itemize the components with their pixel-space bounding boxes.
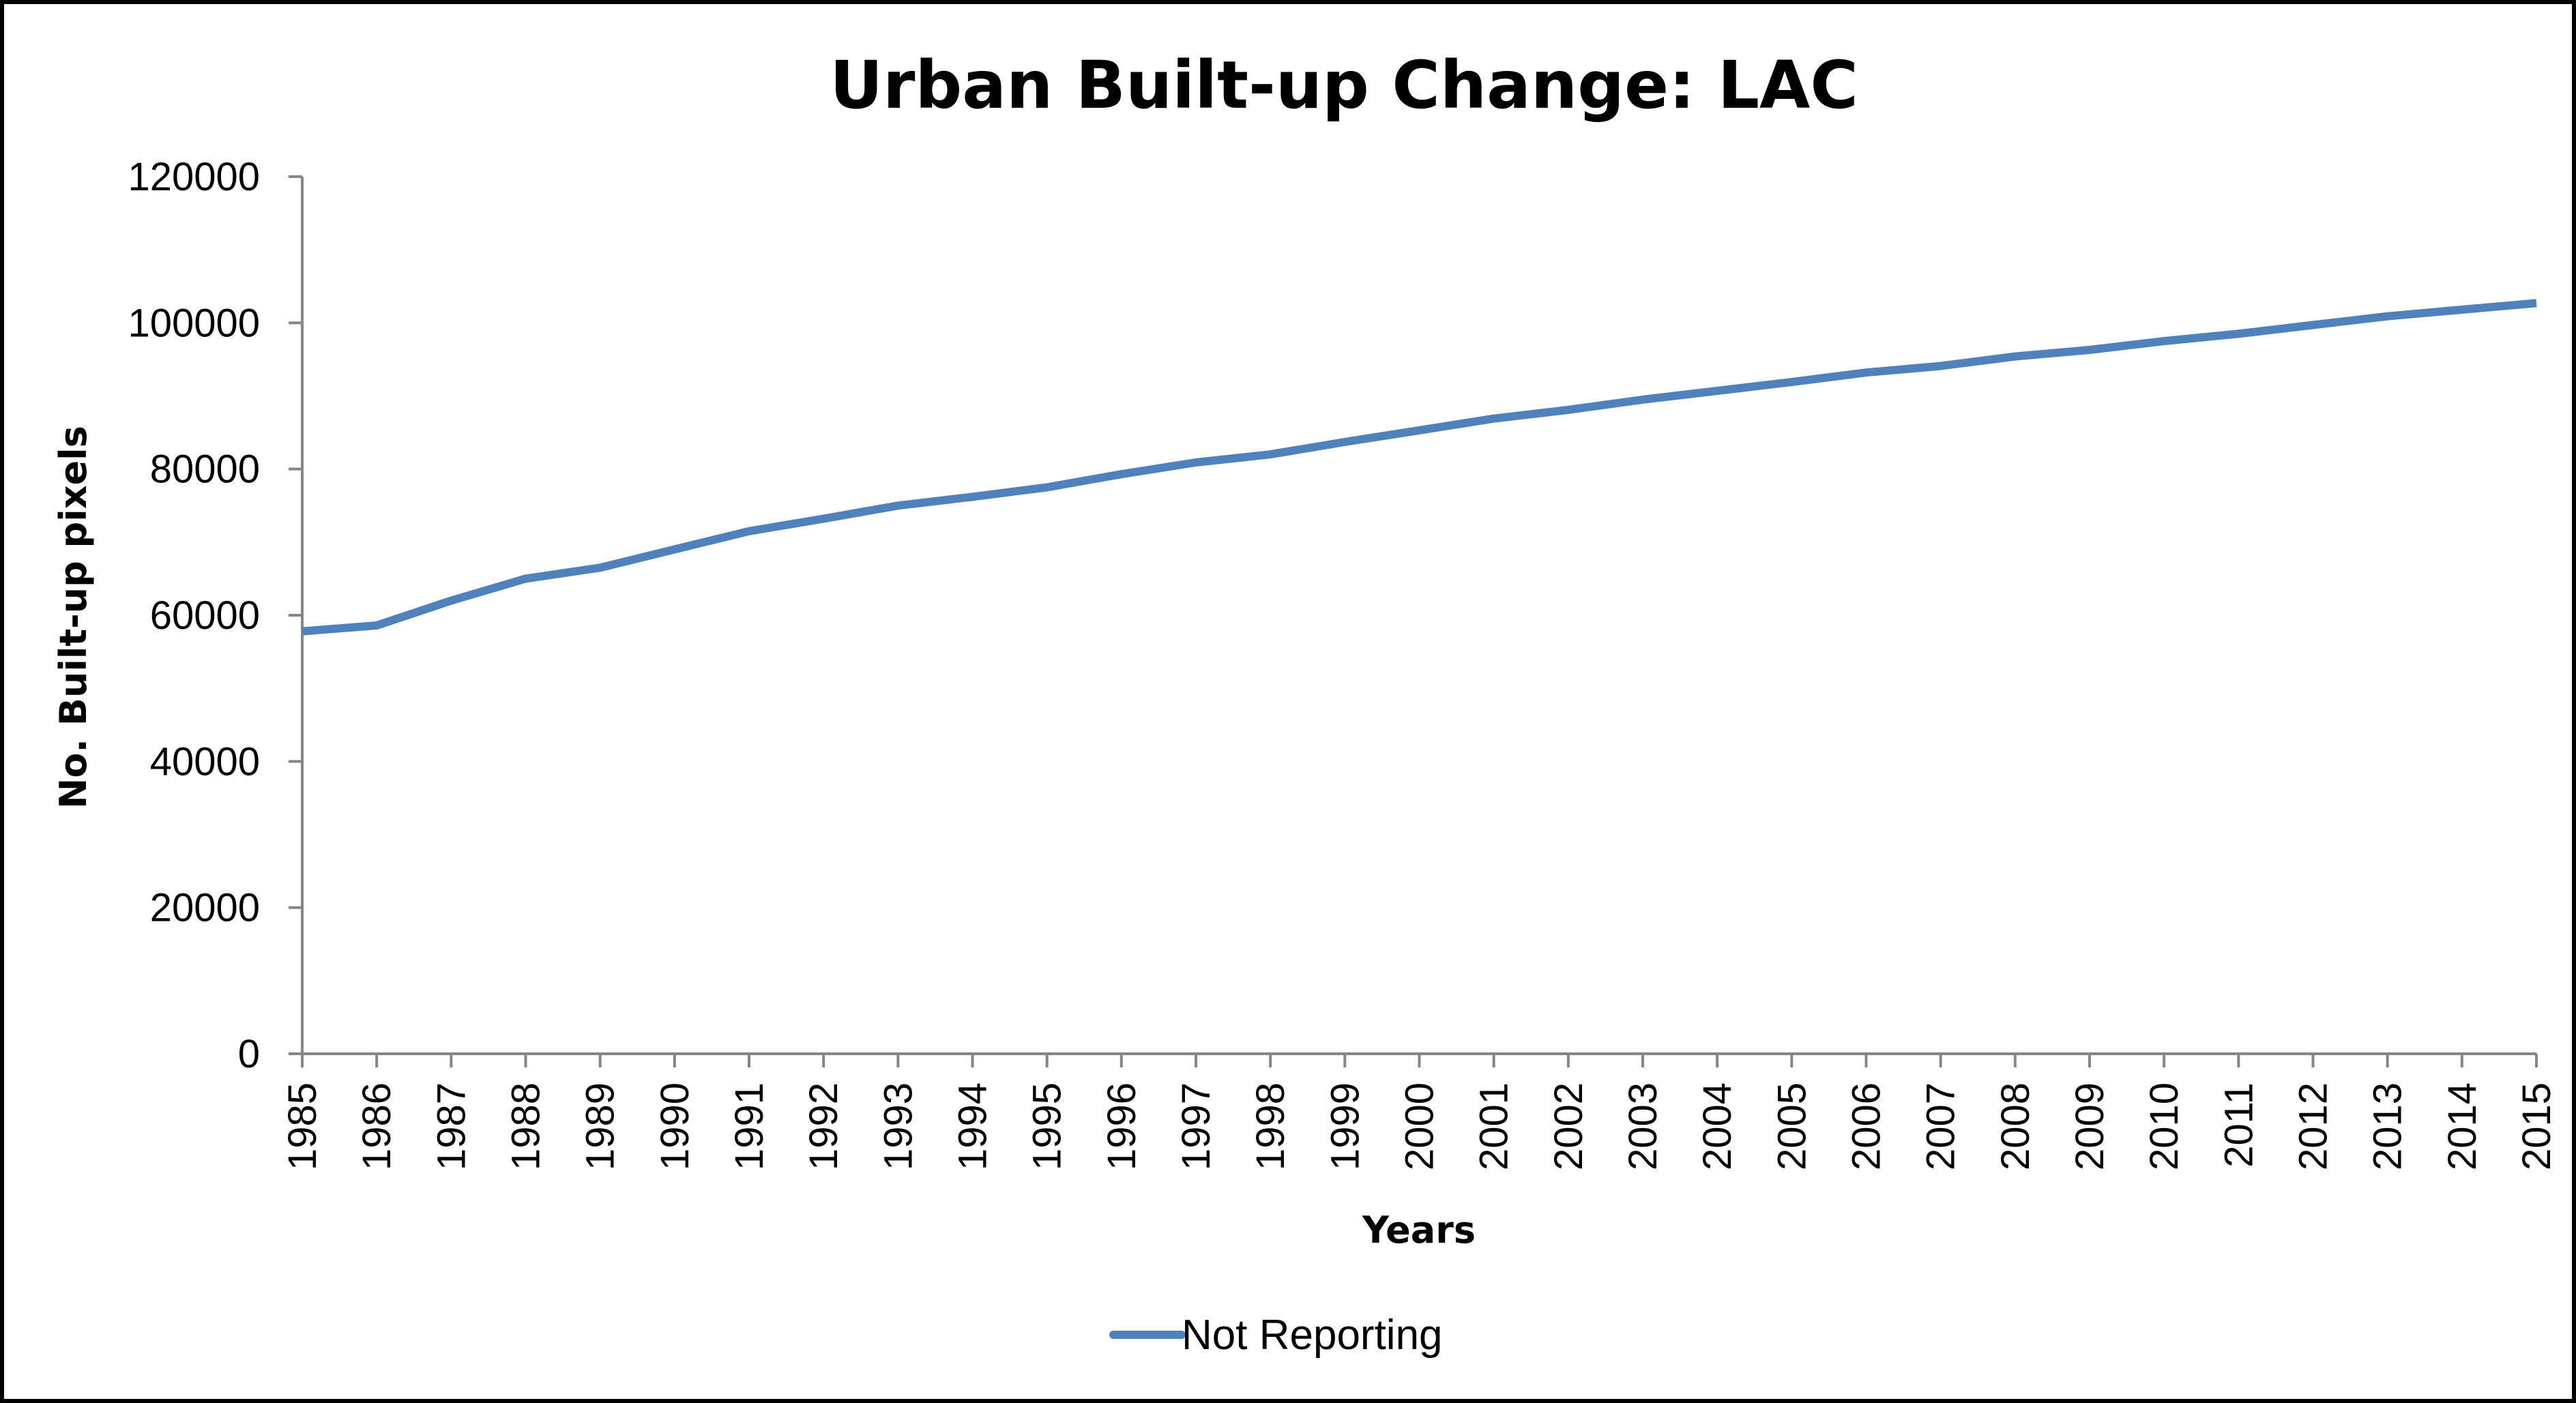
x-tick-label: 2002 [1547, 1082, 1591, 1170]
data-point [823, 518, 824, 519]
plot-series [302, 299, 2537, 636]
x-tick-label: 1994 [951, 1082, 995, 1170]
data-point [1121, 473, 1122, 475]
y-tick-label: 20000 [150, 886, 260, 930]
x-axis: 1985 1986 1987 1988 1989 1990 1991 1992 1993 1994… [280, 1052, 2559, 1170]
y-axis: 0 20000 40000 60000 80000 100000 120000 [128, 155, 304, 1076]
x-tick-label: 2015 [2515, 1082, 2559, 1170]
x-tick-label: 1985 [280, 1082, 325, 1170]
x-tick-label: 1997 [1174, 1082, 1218, 1170]
x-tick-label: 1987 [429, 1082, 473, 1170]
x-tick-label: 1996 [1100, 1082, 1144, 1170]
x-tick-label: 2009 [2068, 1082, 2112, 1170]
x-tick-label: 1999 [1323, 1082, 1367, 1170]
data-point [450, 600, 452, 602]
y-tick-label: 120000 [128, 155, 260, 199]
x-tick-label: 2003 [1621, 1082, 1665, 1170]
chart-title: Urban Built-up Change: LAC [830, 47, 1858, 123]
y-tick-label: 80000 [150, 447, 260, 492]
data-point [1866, 372, 1867, 373]
data-point [302, 631, 303, 632]
legend: Not Reporting [1109, 1312, 1443, 1359]
y-tick-label: 40000 [150, 739, 260, 784]
x-tick-label: 1993 [876, 1082, 920, 1170]
data-point [1716, 390, 1718, 392]
data-point [1493, 418, 1495, 419]
y-tick-label: 0 [238, 1032, 260, 1076]
x-tick-label: 2012 [2292, 1082, 2336, 1170]
x-tick-label: 2005 [1770, 1082, 1814, 1170]
x-tick-label: 2010 [2142, 1082, 2186, 1170]
data-point [1791, 381, 1792, 383]
data-point [1270, 454, 1271, 455]
y-axis-label: No. Built-up pixels [52, 426, 95, 809]
x-tick-label: 1988 [504, 1082, 548, 1170]
x-tick-label: 2006 [1845, 1082, 1889, 1170]
x-tick-label: 1989 [579, 1082, 623, 1170]
legend-label: Not Reporting [1182, 1312, 1443, 1359]
x-axis-label: Years [1362, 1209, 1476, 1252]
x-tick-label: 2000 [1398, 1082, 1442, 1170]
x-tick-label: 1998 [1248, 1082, 1293, 1170]
x-tick-label: 1995 [1025, 1082, 1070, 1170]
data-point [1195, 462, 1197, 463]
x-tick-label: 2001 [1472, 1082, 1517, 1170]
y-tick-label: 100000 [128, 301, 260, 345]
x-tick-label: 2014 [2440, 1082, 2485, 1170]
x-tick-label: 1986 [355, 1082, 399, 1170]
x-tick-label: 2007 [1919, 1082, 1963, 1170]
x-tick-label: 2013 [2366, 1082, 2410, 1170]
data-point [1046, 487, 1048, 488]
x-tick-label: 2011 [2216, 1082, 2261, 1168]
x-tick-label: 2008 [1993, 1082, 2038, 1170]
x-tick-label: 1990 [653, 1082, 697, 1170]
data-point [525, 578, 526, 579]
data-point [674, 549, 675, 550]
x-tick-label: 1992 [802, 1082, 846, 1170]
data-point [2536, 302, 2537, 304]
y-tick-label: 60000 [150, 593, 260, 638]
x-tick-label: 1991 [727, 1082, 772, 1170]
data-point [2163, 340, 2165, 342]
x-tick-label: 2004 [1695, 1082, 1740, 1170]
